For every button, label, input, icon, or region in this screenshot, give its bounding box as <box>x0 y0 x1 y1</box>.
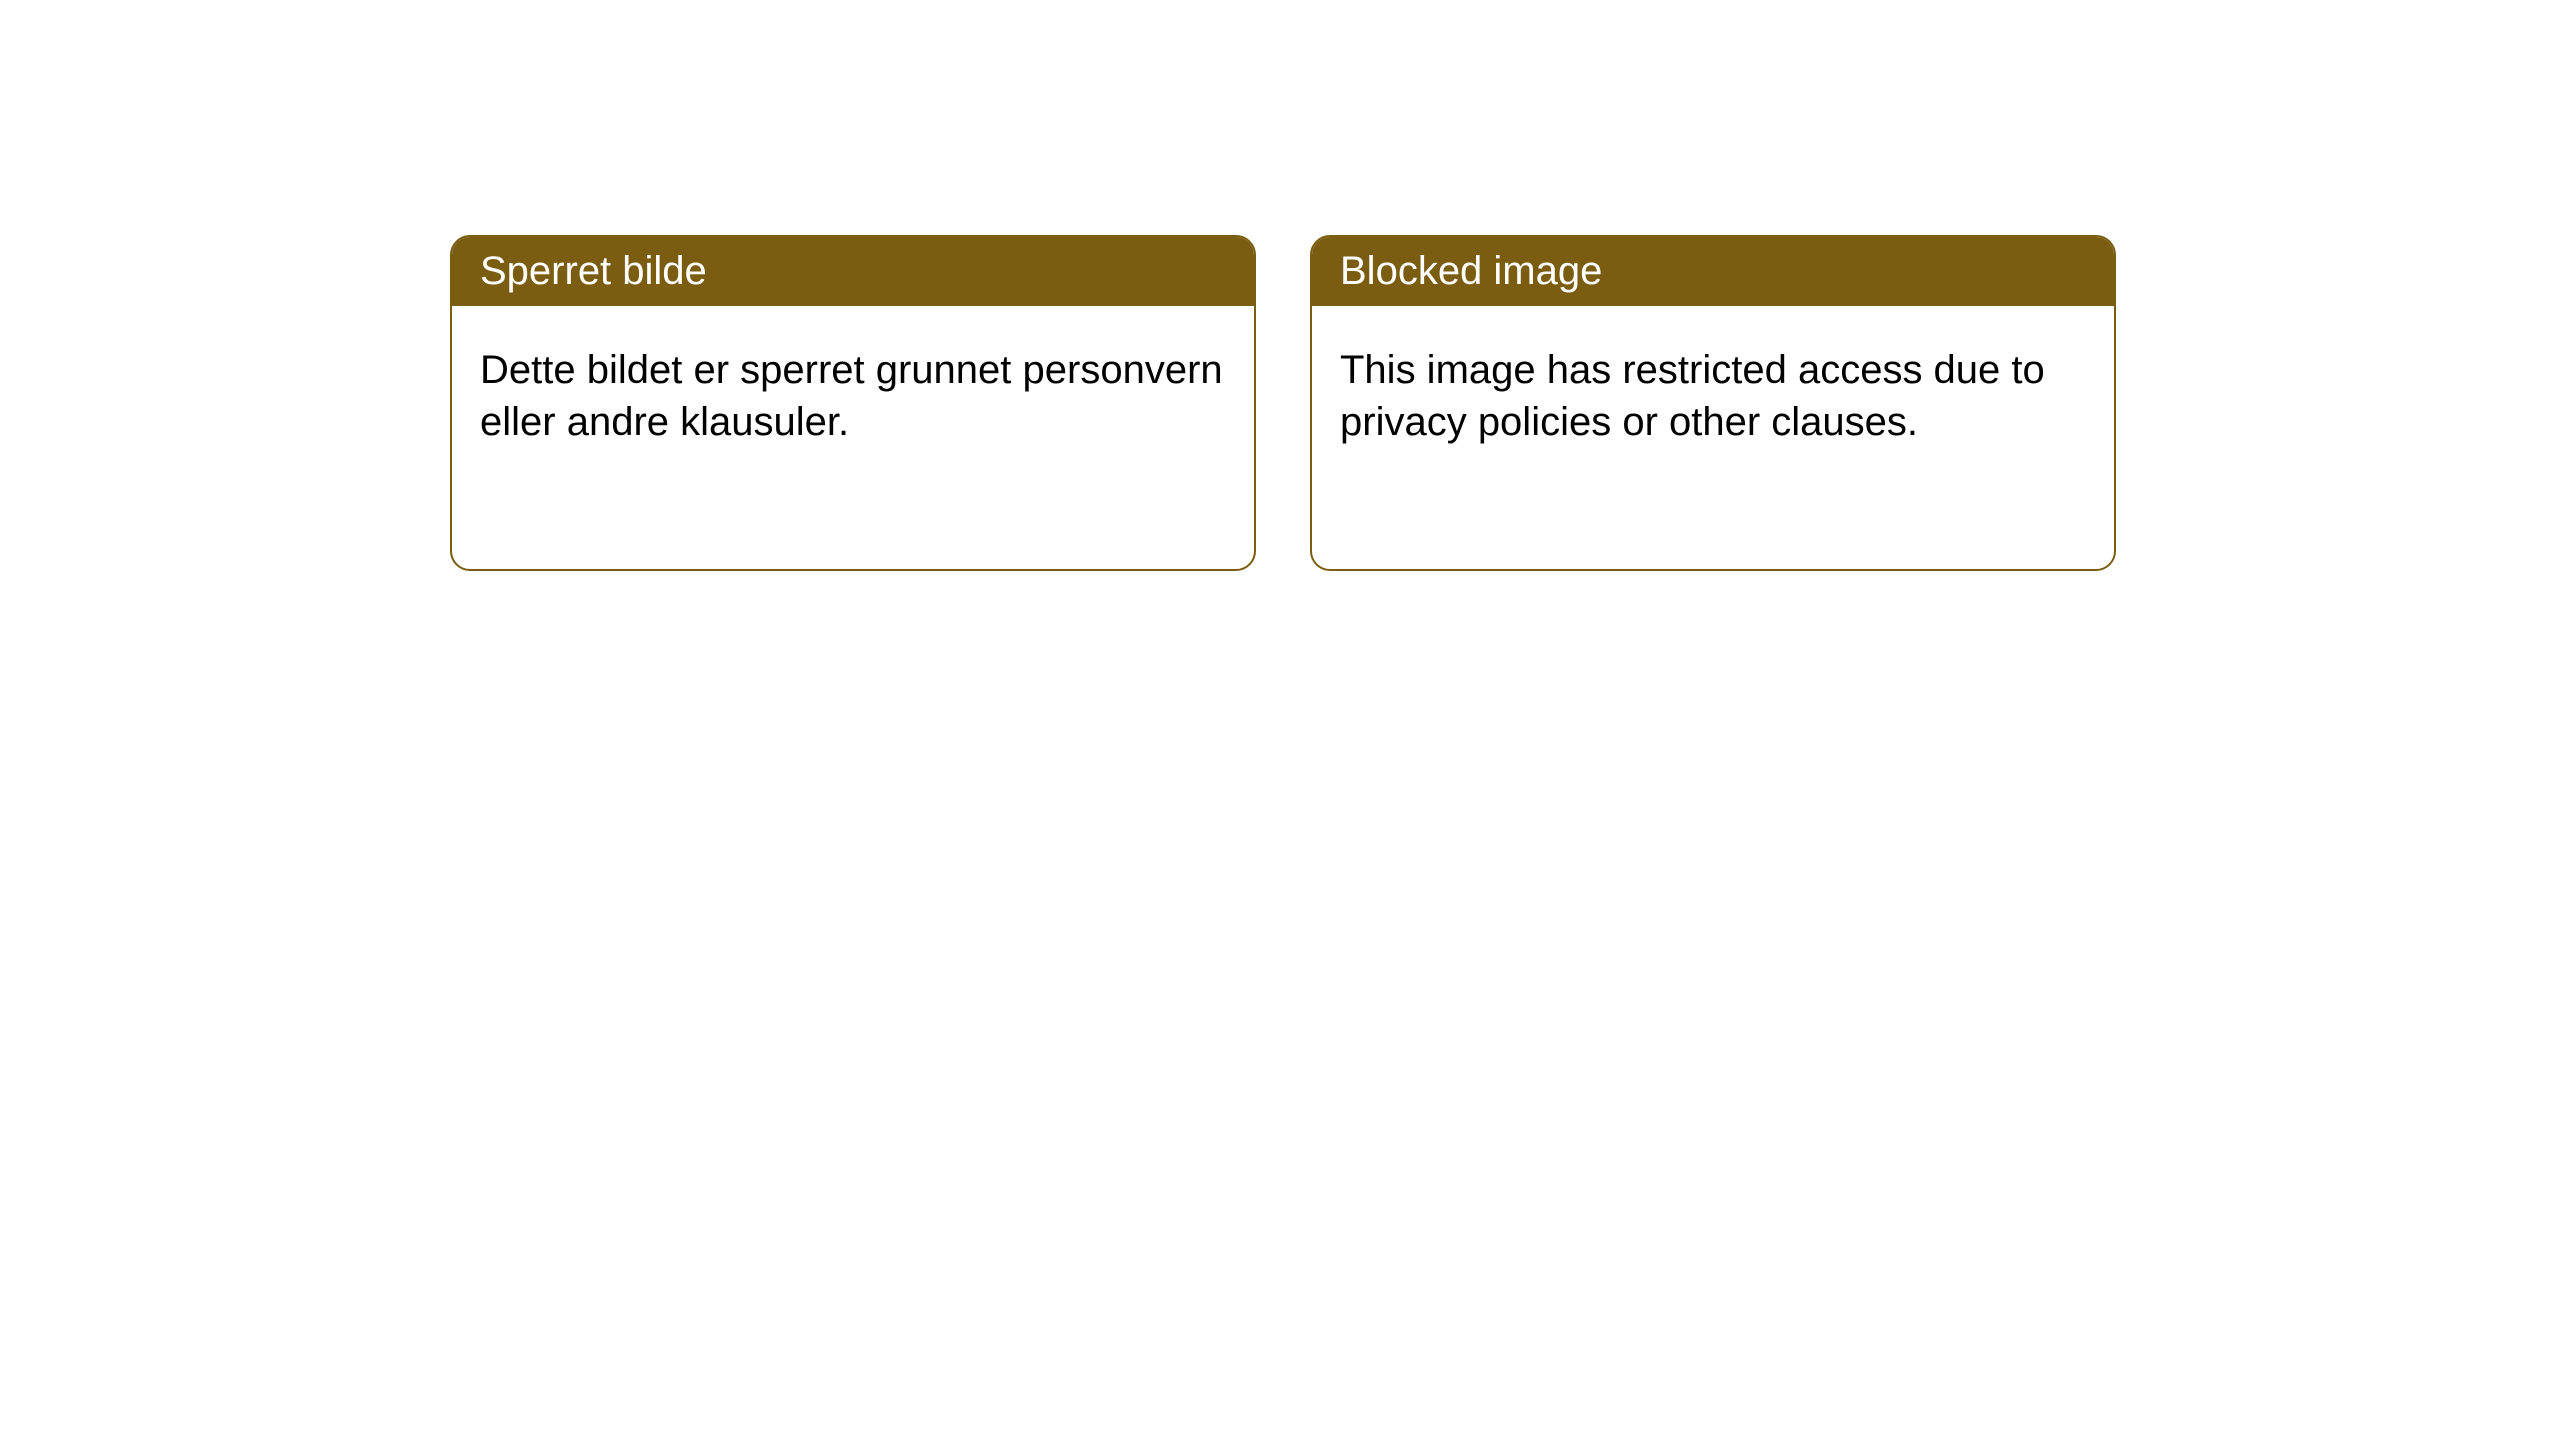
notice-header: Blocked image <box>1312 237 2114 306</box>
notice-card-norwegian: Sperret bilde Dette bildet er sperret gr… <box>450 235 1256 571</box>
notice-body: Dette bildet er sperret grunnet personve… <box>452 306 1254 486</box>
notice-header: Sperret bilde <box>452 237 1254 306</box>
notice-card-english: Blocked image This image has restricted … <box>1310 235 2116 571</box>
notice-body: This image has restricted access due to … <box>1312 306 2114 486</box>
notice-cards-container: Sperret bilde Dette bildet er sperret gr… <box>0 0 2560 571</box>
